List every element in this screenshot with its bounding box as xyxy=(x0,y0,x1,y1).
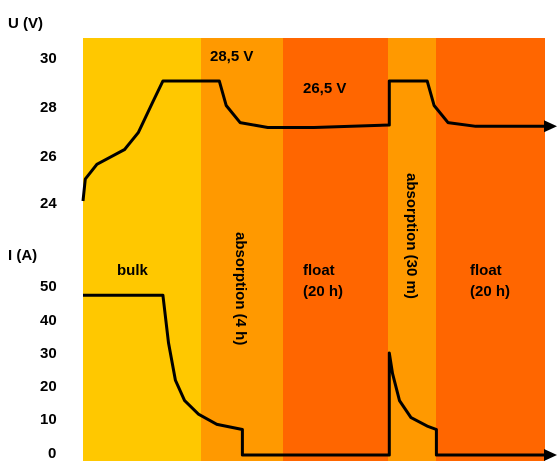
current-tick-40: 40 xyxy=(40,312,57,329)
current-tick-10: 10 xyxy=(40,411,57,428)
phase-bands xyxy=(83,38,545,461)
series-layer xyxy=(81,79,557,461)
float-voltage-annotation: 26,5 V xyxy=(303,80,346,97)
voltage-tick-30: 30 xyxy=(40,50,57,67)
voltage-curve xyxy=(81,79,545,202)
phase-label-absorption-4h: absorption (4 h) xyxy=(232,232,249,345)
voltage-tick-26: 26 xyxy=(40,148,57,165)
current-arrowhead xyxy=(544,449,557,461)
phase-label-float-2-line1: float xyxy=(470,262,502,279)
voltage-arrowhead xyxy=(544,120,557,133)
phase-label-absorption-30m: absorption (30 m) xyxy=(403,173,420,299)
voltage-tick-28: 28 xyxy=(40,99,57,116)
phase-label-float-2-line2: (20 h) xyxy=(470,283,510,300)
voltage-tick-24: 24 xyxy=(40,195,57,212)
phase-label-float-1-line1: float xyxy=(303,262,335,279)
current-tick-20: 20 xyxy=(40,378,57,395)
current-tick-0: 0 xyxy=(48,445,56,461)
current-axis-label: I (A) xyxy=(8,247,37,264)
current-tick-30: 30 xyxy=(40,345,57,362)
phase-band-float-20h-2 xyxy=(436,38,545,461)
current-curve xyxy=(83,293,545,457)
absorption-voltage-annotation: 28,5 V xyxy=(210,48,253,65)
phase-band-absorption-4h xyxy=(201,38,283,461)
current-tick-50: 50 xyxy=(40,278,57,295)
phase-label-float-1-line2: (20 h) xyxy=(303,283,343,300)
phase-label-float-2: float (20 h) xyxy=(470,262,510,300)
phase-band-float-20h-1 xyxy=(283,38,388,461)
voltage-axis-label: U (V) xyxy=(8,15,43,32)
phase-label-bulk: bulk xyxy=(117,262,148,279)
phase-label-float-1: float (20 h) xyxy=(303,262,343,300)
